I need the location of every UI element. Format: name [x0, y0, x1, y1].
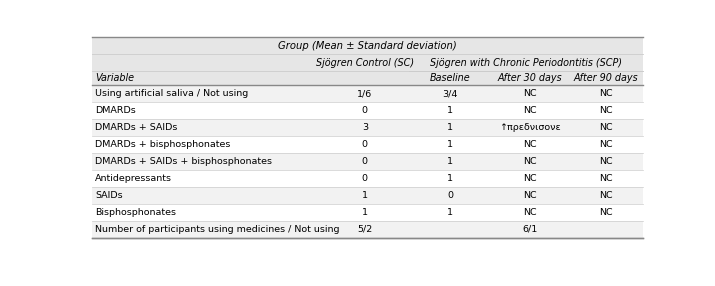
- Text: 1: 1: [447, 106, 453, 115]
- Text: NC: NC: [523, 157, 537, 166]
- Text: NC: NC: [599, 191, 613, 200]
- Bar: [92, 204, 643, 221]
- Text: NC: NC: [599, 157, 613, 166]
- Text: 1: 1: [362, 208, 368, 217]
- Text: Variable: Variable: [95, 73, 134, 83]
- Text: 1: 1: [447, 140, 453, 149]
- Text: Sjögren Control (SC): Sjögren Control (SC): [316, 58, 414, 68]
- Text: 1: 1: [447, 174, 453, 183]
- Text: 0: 0: [362, 157, 368, 166]
- Text: NC: NC: [599, 106, 613, 115]
- Bar: [92, 136, 643, 153]
- Text: DMARDs + SAIDs: DMARDs + SAIDs: [95, 123, 177, 132]
- Text: 0: 0: [362, 106, 368, 115]
- Text: DMARDs: DMARDs: [95, 106, 136, 115]
- Text: NC: NC: [523, 140, 537, 149]
- Text: 1: 1: [362, 191, 368, 200]
- Bar: [92, 119, 643, 136]
- Text: NC: NC: [599, 123, 613, 132]
- Bar: [92, 54, 643, 71]
- Text: Antidepressants: Antidepressants: [95, 174, 172, 183]
- Text: 0: 0: [447, 191, 453, 200]
- Bar: [92, 102, 643, 119]
- Text: After 30 days: After 30 days: [498, 73, 562, 83]
- Text: 1: 1: [447, 208, 453, 217]
- Bar: [92, 170, 643, 187]
- Text: Sjögren with Chronic Periodontitis (SCP): Sjögren with Chronic Periodontitis (SCP): [430, 58, 622, 68]
- Text: 5/2: 5/2: [358, 225, 373, 234]
- Text: NC: NC: [523, 89, 537, 98]
- Text: Bisphosphonates: Bisphosphonates: [95, 208, 176, 217]
- Text: NC: NC: [599, 140, 613, 149]
- Text: 0: 0: [362, 174, 368, 183]
- Text: Using artificial saliva / Not using: Using artificial saliva / Not using: [95, 89, 248, 98]
- Text: NC: NC: [599, 174, 613, 183]
- Text: 1: 1: [447, 123, 453, 132]
- Text: SAIDs: SAIDs: [95, 191, 122, 200]
- Bar: [92, 221, 643, 238]
- Text: Baseline: Baseline: [430, 73, 470, 83]
- Text: Group (Mean ± Standard deviation): Group (Mean ± Standard deviation): [278, 41, 457, 51]
- Text: NC: NC: [523, 208, 537, 217]
- Text: After 90 days: After 90 days: [573, 73, 638, 83]
- Text: 1: 1: [447, 157, 453, 166]
- Text: 0: 0: [362, 140, 368, 149]
- Text: DMARDs + bisphosphonates: DMARDs + bisphosphonates: [95, 140, 230, 149]
- Bar: [92, 153, 643, 170]
- Text: Number of participants using medicines / Not using: Number of participants using medicines /…: [95, 225, 340, 234]
- Text: 3: 3: [362, 123, 368, 132]
- Text: 3/4: 3/4: [443, 89, 458, 98]
- Text: NC: NC: [523, 191, 537, 200]
- Text: NC: NC: [599, 208, 613, 217]
- Bar: [92, 85, 643, 102]
- Text: NC: NC: [523, 174, 537, 183]
- Bar: [92, 37, 643, 54]
- Text: ↑πρεδνισονε: ↑πρεδνισονε: [499, 123, 561, 132]
- Text: NC: NC: [523, 106, 537, 115]
- Text: DMARDs + SAIDs + bisphosphonates: DMARDs + SAIDs + bisphosphonates: [95, 157, 272, 166]
- Text: NC: NC: [599, 89, 613, 98]
- Bar: [92, 71, 643, 85]
- Bar: [92, 187, 643, 204]
- Text: 6/1: 6/1: [523, 225, 538, 234]
- Text: 1/6: 1/6: [358, 89, 373, 98]
